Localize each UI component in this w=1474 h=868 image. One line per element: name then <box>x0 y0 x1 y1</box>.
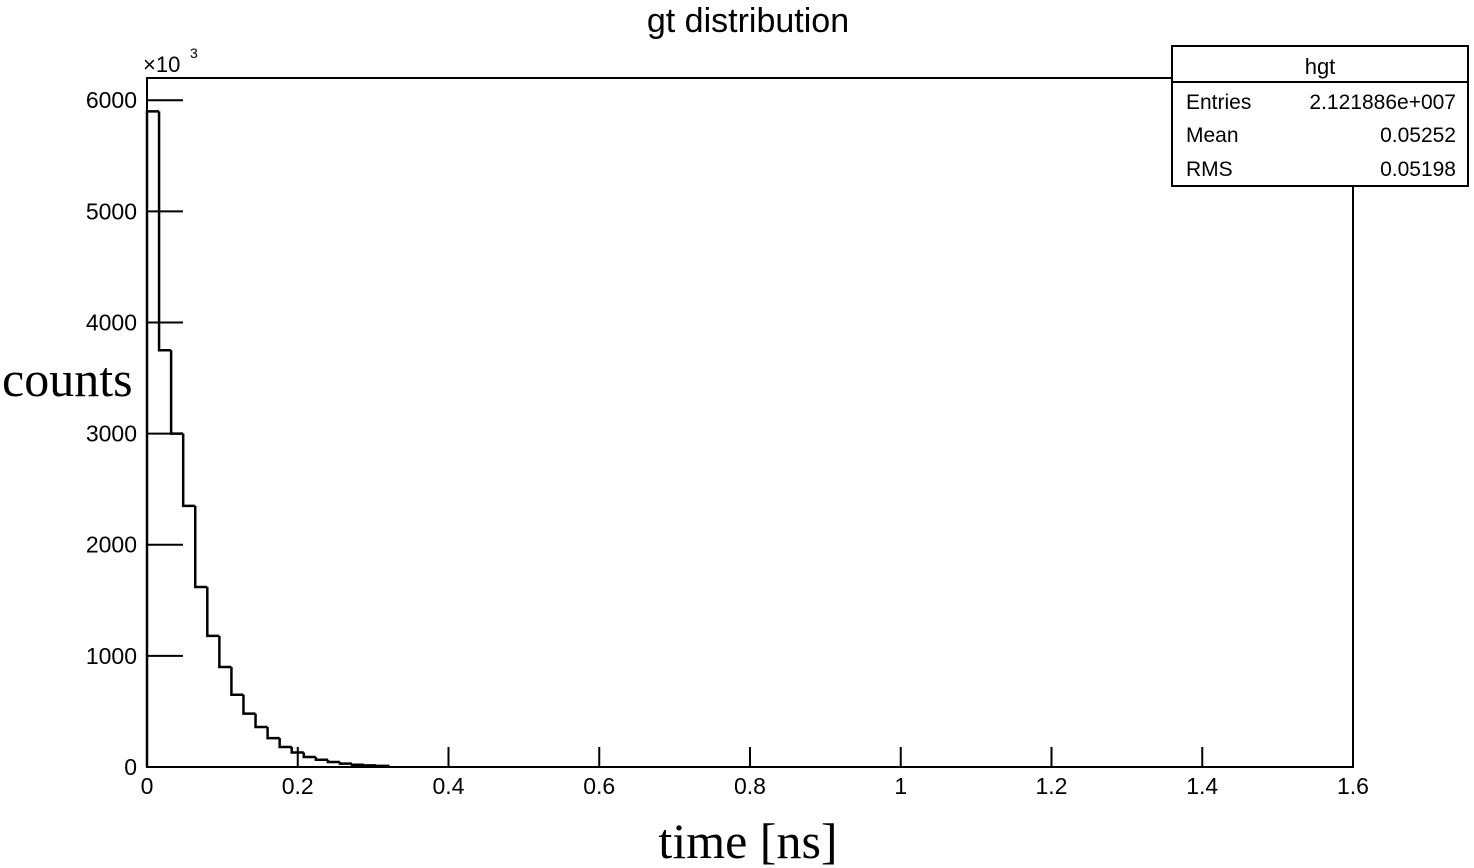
y-multiplier-exponent: 3 <box>190 45 198 61</box>
y-tick-label: 4000 <box>86 309 137 335</box>
x-tick-label: 0 <box>141 773 154 799</box>
histogram-bin <box>302 752 316 759</box>
stats-title: hgt <box>1305 54 1336 79</box>
y-axis-label: counts <box>2 351 133 407</box>
stats-key: Entries <box>1186 91 1251 114</box>
stats-frame <box>1171 45 1469 187</box>
stats-value: 2.121886e+007 <box>1309 91 1456 114</box>
histogram-bin <box>218 635 232 669</box>
stats-key: Mean <box>1186 124 1239 147</box>
y-tick-label: 3000 <box>86 421 137 447</box>
histogram-bin <box>314 756 328 762</box>
x-tick-label: 0.6 <box>583 773 615 799</box>
histogram-bin <box>338 761 353 765</box>
stats-value: 0.05198 <box>1380 158 1456 181</box>
histogram-bin <box>374 764 390 768</box>
y-multiplier: ×10 <box>143 52 180 77</box>
histogram-bin <box>278 738 292 749</box>
x-tick-label: 1.2 <box>1036 773 1068 799</box>
histogram-bin <box>350 763 365 767</box>
histogram-bin <box>266 726 280 740</box>
x-tick-label: 1 <box>894 773 907 799</box>
y-tick-label: 5000 <box>86 198 137 224</box>
x-tick-label: 0.4 <box>433 773 465 799</box>
histogram-bin <box>157 111 172 352</box>
histogram-bin <box>242 694 256 715</box>
y-tick-label: 0 <box>124 754 137 780</box>
x-tick-label: 0.8 <box>734 773 766 799</box>
histogram-bin <box>254 713 268 729</box>
histogram-bin <box>193 505 208 589</box>
histogram-bin <box>230 666 244 697</box>
histogram-bin <box>362 764 377 767</box>
histogram-bin <box>145 110 160 767</box>
y-tick-label: 2000 <box>86 532 137 558</box>
stats-value: 0.05252 <box>1380 124 1456 147</box>
x-axis-label: time [ns] <box>658 813 837 868</box>
histogram-bin <box>169 350 184 435</box>
stats-box: hgt Entries 2.121886e+007 Mean 0.05252 R… <box>1171 45 1469 187</box>
histogram-bin <box>326 759 340 764</box>
chart-title: gt distribution <box>647 2 849 40</box>
x-tick-label: 1.4 <box>1186 773 1218 799</box>
histogram-bin <box>206 586 220 638</box>
histogram-bin <box>181 433 196 508</box>
stats-key: RMS <box>1186 158 1233 181</box>
x-tick-label: 0.2 <box>282 773 314 799</box>
y-tick-label: 6000 <box>86 87 137 113</box>
histogram-bin <box>290 746 304 754</box>
y-tick-label: 1000 <box>86 643 137 669</box>
x-tick-label: 1.6 <box>1337 773 1369 799</box>
